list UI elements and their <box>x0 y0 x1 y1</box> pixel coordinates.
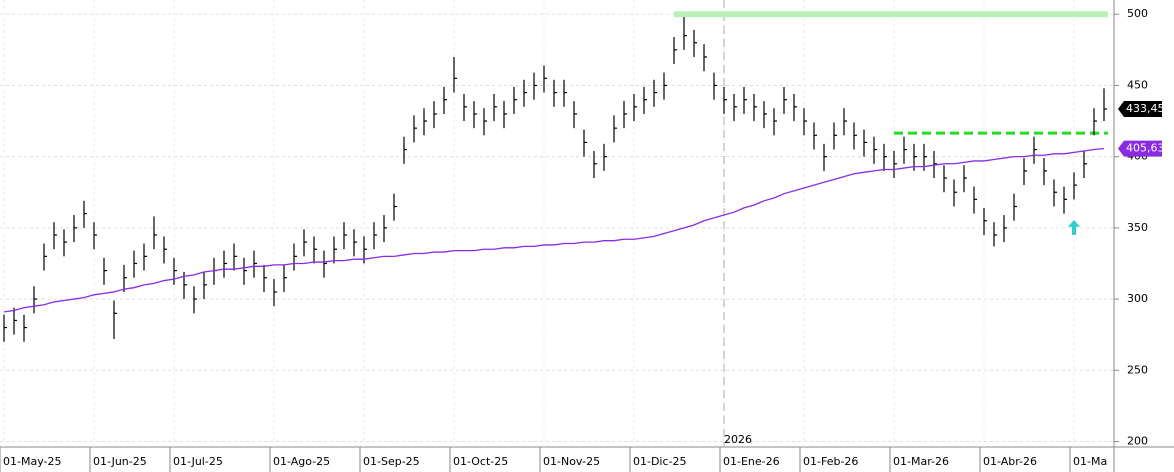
y-tick-label: 500 <box>1127 7 1148 20</box>
x-tick-label: 01-Dic-25 <box>633 455 687 468</box>
y-tick-label: 200 <box>1127 434 1148 447</box>
x-tick-label: 01-Jun-25 <box>93 455 147 468</box>
signal-arrow <box>1068 219 1080 235</box>
price-tag-box <box>1118 140 1162 157</box>
x-tick-label: 01-Oct-25 <box>453 455 508 468</box>
x-tick-label: 01-Abr-26 <box>983 455 1037 468</box>
moving-average-line <box>3 147 1105 313</box>
y-tick-label: 300 <box>1127 292 1148 305</box>
x-tick-label: 01-Mar-26 <box>893 455 949 468</box>
x-tick-label: 01-Ma <box>1073 455 1107 468</box>
plot-area <box>3 11 1108 342</box>
x-tick-label: 01-Nov-25 <box>543 455 600 468</box>
x-tick-label: 01-Ene-26 <box>723 455 780 468</box>
x-tick-label: 01-Feb-26 <box>803 455 858 468</box>
y-tick-label: 450 <box>1127 78 1148 91</box>
y-tick-label: 350 <box>1127 221 1148 234</box>
price-tag-box <box>1118 101 1162 118</box>
x-tick-label: 01-Sep-25 <box>363 455 420 468</box>
axes: 20025030035040045050001-May-2501-Jun-250… <box>0 7 1165 472</box>
y-tick-label: 250 <box>1127 363 1148 376</box>
x-tick-label: 01-Jul-25 <box>173 455 223 468</box>
x-tick-label: 01-May-25 <box>3 455 61 468</box>
price-tag-label: 433,45 <box>1126 102 1165 115</box>
price-tag-label: 405,63 <box>1126 142 1165 155</box>
x-tick-label: 01-Ago-25 <box>273 455 330 468</box>
year-label: 2026 <box>724 433 752 446</box>
